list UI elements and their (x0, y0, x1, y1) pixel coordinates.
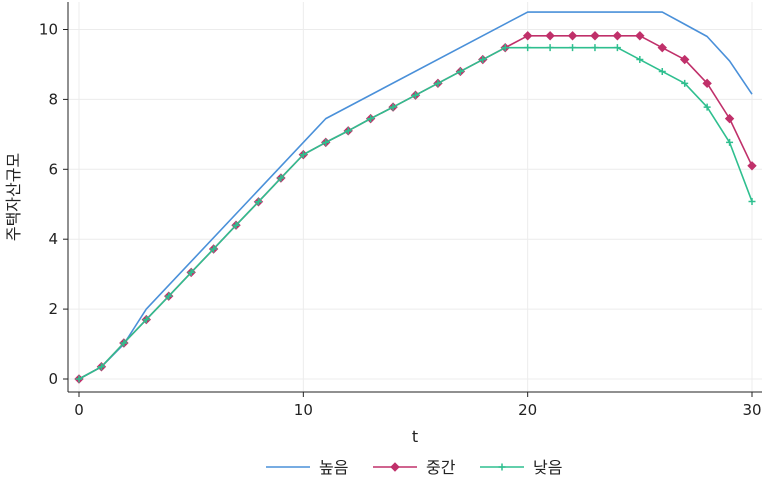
data-point-plus (658, 67, 666, 75)
legend: 높음 중간 낮음 (266, 458, 562, 477)
data-point-diamond (635, 31, 645, 41)
axes (63, 2, 762, 397)
y-tick-label: 4 (48, 230, 58, 248)
data-point-diamond (390, 462, 400, 472)
data-point-plus (546, 44, 554, 52)
data-point-plus (165, 292, 173, 300)
legend-item-1: 높음 (266, 458, 348, 477)
y-axis-title: 주택자산규모 (4, 153, 23, 241)
series-1 (78, 11, 753, 380)
series-3 (75, 44, 756, 383)
data-point-plus (726, 138, 734, 146)
y-tick-label: 10 (39, 21, 58, 39)
data-point-plus (498, 463, 506, 471)
data-point-plus (412, 91, 419, 99)
data-point-plus (299, 151, 307, 159)
data-point-plus (344, 127, 352, 135)
y-tick-label: 2 (48, 300, 58, 318)
data-point-plus (97, 363, 105, 371)
legend-label: 중간 (426, 458, 456, 477)
data-point-diamond (679, 54, 690, 65)
legend-label: 낮음 (533, 458, 562, 477)
data-point-plus (389, 103, 397, 111)
data-point-plus (636, 56, 644, 64)
data-point-plus (322, 138, 330, 146)
data-point-plus (613, 44, 621, 52)
data-point-plus (75, 375, 83, 383)
x-tick-label: 0 (74, 401, 84, 419)
data-point-plus (748, 197, 756, 205)
series-line-1 (78, 11, 753, 380)
y-tick-label: 6 (48, 160, 58, 178)
data-point-plus (681, 79, 689, 87)
data-point-plus (569, 44, 577, 52)
data-point-plus (501, 44, 509, 52)
data-point-diamond (702, 78, 712, 89)
data-point-plus (210, 245, 218, 253)
grid-lines (68, 2, 762, 392)
series-2 (74, 31, 757, 384)
data-point-plus (434, 79, 442, 87)
x-axis-title: t (412, 427, 418, 446)
data-point-diamond (567, 31, 578, 41)
data-point-diamond (657, 42, 667, 53)
data-point-diamond (590, 31, 600, 41)
data-point-diamond (724, 113, 735, 124)
data-point-plus (456, 67, 464, 75)
x-tick-label: 30 (742, 401, 761, 419)
tick-labels: 0 2 4 6 8 10 0 10 20 30 (39, 21, 762, 420)
data-point-plus (524, 44, 532, 52)
data-point-plus (367, 115, 375, 123)
data-point-plus (591, 44, 599, 52)
data-point-plus (703, 103, 711, 111)
data-point-plus (479, 56, 487, 64)
legend-label: 높음 (319, 458, 348, 477)
data-point-plus (277, 174, 285, 182)
data-point-plus (232, 221, 240, 229)
data-point-plus (142, 316, 150, 324)
series-group (74, 11, 757, 384)
y-tick-label: 8 (48, 90, 58, 108)
x-tick-label: 10 (294, 401, 313, 419)
series-line-2 (78, 34, 753, 380)
data-point-diamond (545, 31, 555, 41)
data-point-plus (254, 198, 262, 206)
legend-item-3: 낮음 (480, 458, 562, 477)
legend-item-2: 중간 (373, 458, 456, 477)
x-tick-label: 20 (518, 401, 537, 419)
data-point-plus (187, 268, 195, 276)
data-point-diamond (522, 31, 533, 41)
data-point-plus (120, 339, 128, 347)
y-tick-label: 0 (48, 370, 58, 388)
data-point-diamond (747, 161, 757, 171)
data-point-diamond (612, 31, 623, 41)
